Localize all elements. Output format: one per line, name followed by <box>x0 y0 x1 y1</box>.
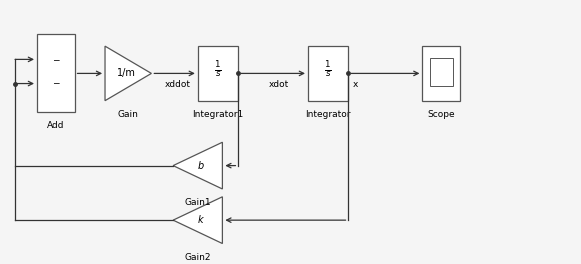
Text: x: x <box>353 80 358 89</box>
Bar <box>429 58 453 86</box>
Text: Integrator1: Integrator1 <box>192 110 243 119</box>
Bar <box>422 46 460 101</box>
Text: $\frac{1}{s}$: $\frac{1}{s}$ <box>214 59 222 80</box>
Polygon shape <box>173 142 223 189</box>
Text: b: b <box>198 161 204 171</box>
Bar <box>198 46 238 101</box>
Polygon shape <box>105 46 152 101</box>
Bar <box>37 35 74 112</box>
Text: Gain1: Gain1 <box>184 198 211 207</box>
Text: 1/m: 1/m <box>117 68 136 78</box>
Text: −: − <box>52 56 59 65</box>
Text: xdot: xdot <box>269 80 289 89</box>
Text: Gain: Gain <box>118 110 139 119</box>
Text: $\frac{1}{s}$: $\frac{1}{s}$ <box>324 59 332 80</box>
Text: Integrator: Integrator <box>306 110 351 119</box>
Polygon shape <box>173 197 223 243</box>
Text: xddot: xddot <box>164 80 191 89</box>
Bar <box>308 46 349 101</box>
Text: Gain2: Gain2 <box>185 253 211 262</box>
Text: Scope: Scope <box>428 110 455 119</box>
Text: k: k <box>198 215 203 225</box>
Text: Add: Add <box>47 121 64 130</box>
Text: −: − <box>52 78 59 87</box>
